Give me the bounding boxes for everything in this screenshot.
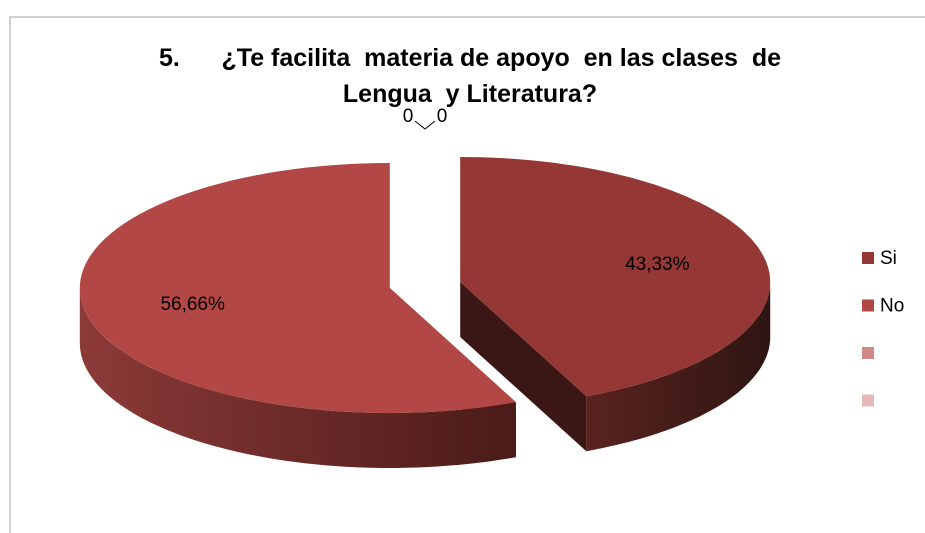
data-label: 43,33% — [625, 254, 690, 275]
legend-swatch — [862, 252, 874, 264]
chart-title: 5. ¿Te facilita materia de apoyo en las … — [158, 44, 788, 108]
legend-swatch — [862, 347, 874, 359]
legend-swatch — [862, 299, 874, 312]
legend-label: No — [880, 296, 904, 317]
data-label: 0 — [437, 106, 448, 127]
slice-side — [460, 282, 587, 452]
slice-wall — [79, 288, 516, 468]
slice — [460, 157, 771, 397]
slice-wall — [586, 282, 771, 452]
chart-frame — [9, 16, 925, 533]
legend-swatch — [862, 394, 874, 407]
data-label: 56,66% — [160, 294, 225, 315]
data-label: 0 — [403, 106, 414, 127]
legend-label: Si — [880, 248, 897, 269]
slice — [79, 163, 516, 413]
label-leader — [414, 120, 436, 130]
